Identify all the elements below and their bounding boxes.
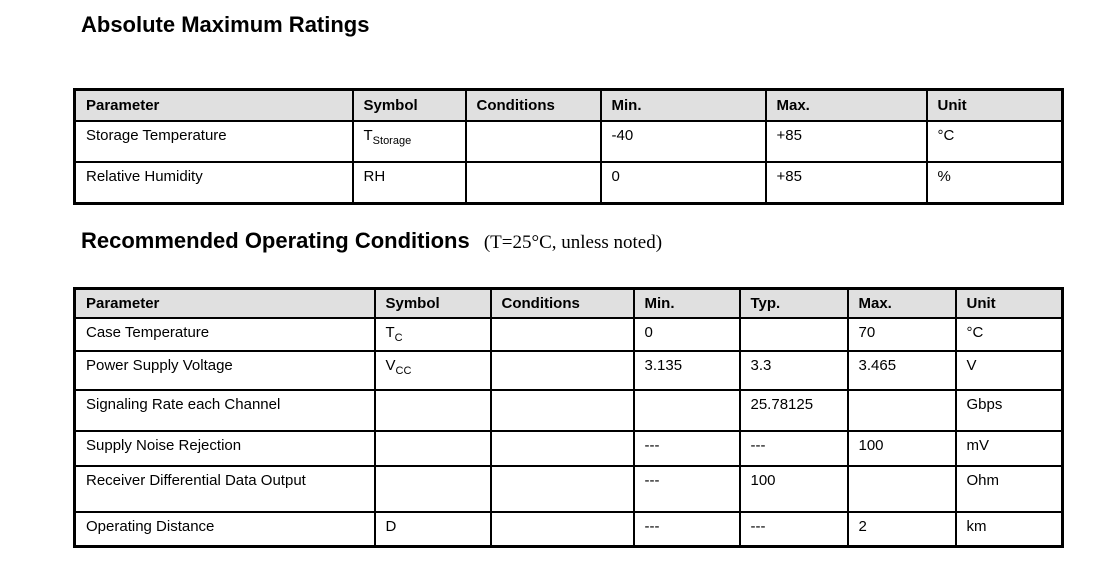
cell-symbol: D [373,510,492,548]
cell-max [846,388,957,432]
cell-parameter: Case Temperature [73,316,376,352]
column-header-max: Max. [846,287,957,319]
cell-parameter: Operating Distance [73,510,376,548]
table-row-relative-humidity: Relative Humidity RH 0 +85% [73,160,1064,205]
cell-parameter: Relative Humidity [73,160,354,205]
column-header-conditions: Conditions [464,88,602,122]
cell-symbol [373,388,492,432]
column-header-parameter: Parameter [73,88,354,122]
absolute-maximum-ratings-table: Parameter Symbol Conditions Min. Max. Unit St… [73,88,1064,205]
cell-symbol: RH [351,160,467,205]
cell-max: +85 [764,160,928,205]
cell-unit: km [954,510,1064,548]
column-header-min: Min. [599,88,767,122]
cell-unit: V [954,349,1064,391]
cell-max: +85 [764,119,928,163]
column-header-unit: Unit [925,88,1064,122]
table-row-case-temperature: Case Temperature TC 0 70 °C [73,316,1064,352]
cell-min: 0 [599,160,767,205]
cell-unit: °C [954,316,1064,352]
cell-typ: --- [738,429,849,467]
cell-parameter: Signaling Rate each Channel [73,388,376,432]
column-header-max: Max. [764,88,928,122]
column-header-unit: Unit [954,287,1064,319]
cell-min: -40 [599,119,767,163]
cell-max: 3.465 [846,349,957,391]
section-title-note: (T=25°C, unless noted) [483,232,663,253]
datasheet-page: Absolute Maximum Ratings Parameter Symbol… [73,12,1108,548]
cell-conditions [489,429,635,467]
cell-conditions [489,388,635,432]
cell-min: 3.135 [632,349,741,391]
cell-parameter: Storage Temperature [73,119,354,163]
cell-max: 100 [846,429,957,467]
column-header-min: Min. [632,287,741,319]
column-header-parameter: Parameter [73,287,376,319]
cell-typ [738,316,849,352]
cell-conditions [489,510,635,548]
table-row-receiver-differential-data-output: Receiver Differential Data Output --- 100 O… [73,464,1064,513]
cell-unit: Gbps [954,388,1064,432]
column-header-symbol: Symbol [373,287,492,319]
cell-unit: Ohm [954,464,1064,513]
cell-symbol: TC [373,316,492,352]
cell-parameter: Receiver Differential Data Output [73,464,376,513]
cell-min [632,388,741,432]
cell-min: --- [632,464,741,513]
cell-conditions [489,349,635,391]
table-row-power-supply-voltage: Power Supply Voltage VCC 3.135 3.3 3.465 V [73,349,1064,391]
column-header-symbol: Symbol [351,88,467,122]
cell-typ: 3.3 [738,349,849,391]
cell-min: --- [632,510,741,548]
cell-max: 70 [846,316,957,352]
recommended-operating-conditions-table: Parameter Symbol Conditions Min. Typ. Max. Uni… [73,287,1064,548]
cell-symbol: TStorage [351,119,467,163]
section-title-text: Recommended Operating Conditions [81,228,470,253]
cell-conditions [489,464,635,513]
column-header-typ: Typ. [738,287,849,319]
symbol-subscript: CC [395,364,412,377]
cell-parameter: Power Supply Voltage [73,349,376,391]
cell-min: --- [632,429,741,467]
section-absolute-maximum-ratings: Absolute Maximum Ratings Parameter Symbol… [73,12,1108,205]
cell-unit: mV [954,429,1064,467]
cell-max [846,464,957,513]
cell-min: 0 [632,316,741,352]
cell-symbol: VCC [373,349,492,391]
table-header-row: Parameter Symbol Conditions Min. Typ. Max. Uni… [73,287,1064,319]
cell-symbol [373,464,492,513]
cell-typ: --- [738,510,849,548]
cell-symbol [373,429,492,467]
cell-typ: 100 [738,464,849,513]
section-title-recommended-operating-conditions: Recommended Operating Conditions (T=25°C… [81,227,1108,257]
table-header-row: Parameter Symbol Conditions Min. Max. Unit [73,88,1064,122]
symbol-subscript: Storage [372,134,412,147]
section-recommended-operating-conditions: Recommended Operating Conditions (T=25°C… [73,227,1108,548]
cell-unit: °C [925,119,1064,163]
cell-typ: 25.78125 [738,388,849,432]
table-row-storage-temperature: Storage Temperature TStorage -40 +85 °C [73,119,1064,163]
cell-conditions [464,119,602,163]
cell-conditions [464,160,602,205]
column-header-conditions: Conditions [489,287,635,319]
section-title-absolute-maximum-ratings: Absolute Maximum Ratings [81,12,370,37]
table-row-signaling-rate-each-channel: Signaling Rate each Channel 25.78125 Gbps [73,388,1064,432]
cell-conditions [489,316,635,352]
cell-parameter: Supply Noise Rejection [73,429,376,467]
table-row-supply-noise-rejection: Supply Noise Rejection --- --- 100 mV [73,429,1064,467]
symbol-subscript: C [394,331,403,344]
cell-unit: % [925,160,1064,205]
cell-max: 2 [846,510,957,548]
table-row-operating-distance: Operating Distance D --- --- 2 km [73,510,1064,548]
